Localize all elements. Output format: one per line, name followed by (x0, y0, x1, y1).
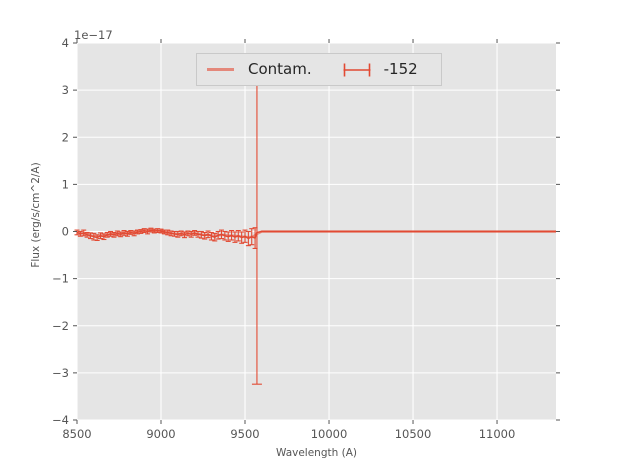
x-tick-label: 10000 (311, 427, 348, 441)
y-tick-label: 0 (62, 225, 69, 239)
y-tick-label: −4 (52, 413, 69, 427)
error-bar (182, 231, 188, 239)
error-bar (205, 230, 211, 239)
error-bar (111, 231, 117, 238)
error-bar (108, 230, 114, 237)
error-bar (218, 229, 224, 240)
error-bar (229, 230, 235, 241)
error-bar (165, 229, 171, 236)
error-bar (208, 231, 214, 241)
error-bar (98, 232, 104, 240)
error-bar (249, 228, 255, 246)
error-bar (114, 230, 120, 237)
x-axis-label: Wavelength (A) (276, 447, 357, 459)
error-bar (245, 230, 251, 247)
y-axis-label: Flux (erg/s/cm^2/A) (30, 162, 42, 267)
error-bar (188, 230, 194, 238)
error-bar (131, 230, 137, 237)
error-bar (202, 231, 208, 240)
y-tick-label: 4 (62, 36, 69, 50)
legend-label-errseries: -152 (383, 60, 418, 78)
error-bar (101, 233, 107, 241)
x-tick-label: 8500 (62, 427, 91, 441)
error-bar (225, 231, 231, 242)
contam-line-swatch-icon (207, 67, 234, 72)
error-bar (192, 230, 198, 236)
error-bar (94, 234, 100, 242)
error-bar (74, 229, 80, 236)
errorbar-symbol-icon (343, 63, 371, 76)
error-bar (178, 230, 184, 237)
y-tick-label: 3 (62, 83, 69, 97)
legend-item-errorbar: -152 (342, 61, 418, 79)
x-tick-label: 11000 (479, 427, 516, 441)
y-tick-label: −1 (52, 272, 69, 286)
error-bar (118, 231, 124, 238)
error-bar (124, 230, 130, 237)
error-bar (212, 232, 218, 242)
error-bar (121, 230, 127, 236)
y-tick-label: 2 (62, 130, 69, 144)
legend-box: Contam. -152 (196, 53, 442, 86)
error-bar (198, 230, 204, 239)
error-bar (145, 228, 151, 235)
legend-label-contam: Contam. (248, 60, 312, 78)
error-bar (235, 230, 241, 242)
y-offset-text: 1e−17 (74, 28, 113, 42)
y-tick-label: −3 (52, 366, 69, 380)
y-tick-label: −2 (52, 319, 69, 333)
legend-item-contam: Contam. (207, 62, 312, 77)
error-bar (242, 229, 248, 243)
error-bar (148, 227, 154, 233)
y-tick-label: 1 (62, 177, 69, 191)
error-bar (81, 229, 87, 237)
error-bar (158, 228, 164, 234)
x-tick-label: 9500 (230, 427, 259, 441)
x-tick-label: 9000 (146, 427, 175, 441)
x-tick-label: 10500 (395, 427, 432, 441)
error-bar (104, 231, 110, 238)
error-bar (232, 231, 238, 243)
error-bar (138, 229, 144, 234)
error-bar (239, 231, 245, 244)
